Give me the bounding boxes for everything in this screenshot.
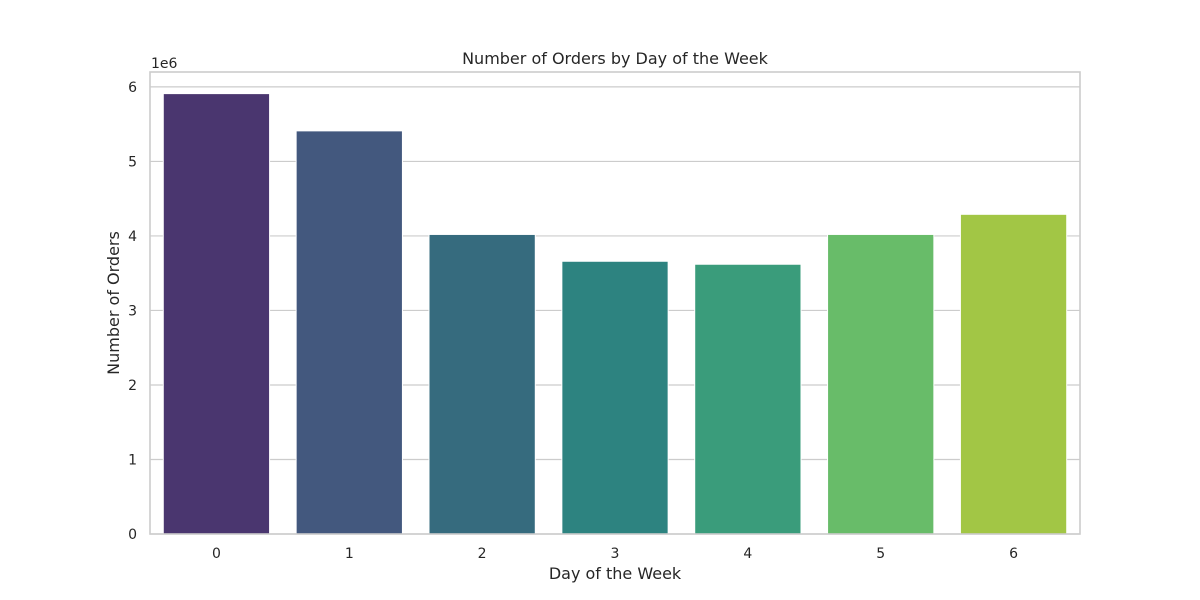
y-tick-label: 3: [128, 303, 137, 319]
y-axis-label: Number of Orders: [104, 231, 123, 375]
bar-day-2: [428, 233, 536, 535]
x-tick-label: 0: [212, 546, 221, 562]
chart-title: Number of Orders by Day of the Week: [462, 49, 769, 68]
bar-day-0: [162, 93, 271, 535]
bar-day-1: [295, 130, 403, 535]
x-axis-ticks: 0 1 2 3 4 5 6: [212, 546, 1018, 562]
bar-day-4: [694, 263, 802, 535]
y-tick-label: 4: [128, 229, 137, 245]
bar-day-3: [561, 260, 669, 535]
x-tick-label: 1: [345, 546, 354, 562]
y-tick-label: 6: [128, 80, 137, 96]
y-axis-ticks: 0 1 2 3 4 5 6: [128, 80, 137, 543]
bar-day-5: [827, 233, 935, 535]
x-tick-label: 6: [1009, 546, 1018, 562]
y-tick-label: 5: [128, 154, 137, 170]
y-tick-label: 1: [128, 452, 137, 468]
y-tick-label: 0: [128, 527, 137, 543]
x-tick-label: 4: [743, 546, 752, 562]
y-offset-label: 1e6: [151, 56, 178, 72]
bar-day-6: [959, 213, 1068, 535]
y-tick-label: 2: [128, 378, 137, 394]
plot-frame: [149, 71, 1081, 535]
bars: [162, 93, 1068, 535]
x-tick-label: 5: [876, 546, 885, 562]
x-tick-label: 3: [611, 546, 620, 562]
x-tick-label: 2: [478, 546, 487, 562]
x-axis-label: Day of the Week: [549, 564, 682, 583]
